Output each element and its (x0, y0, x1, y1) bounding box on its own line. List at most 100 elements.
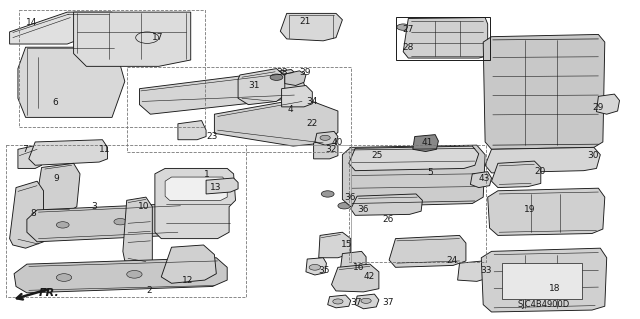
Polygon shape (238, 69, 285, 105)
Text: 32: 32 (325, 145, 337, 154)
Polygon shape (342, 145, 485, 207)
Text: 5: 5 (428, 168, 433, 177)
Circle shape (114, 219, 127, 225)
Text: 30: 30 (588, 151, 599, 160)
Polygon shape (10, 12, 112, 44)
Text: 22: 22 (306, 119, 317, 128)
Polygon shape (306, 258, 326, 275)
Text: 7: 7 (22, 145, 28, 154)
Polygon shape (413, 135, 438, 152)
Polygon shape (29, 140, 108, 165)
Polygon shape (403, 18, 488, 58)
Text: 3: 3 (92, 202, 97, 211)
Text: 37: 37 (351, 298, 362, 307)
Text: 10: 10 (138, 202, 149, 211)
Text: 31: 31 (248, 81, 260, 90)
Text: 42: 42 (364, 272, 375, 281)
Text: 16: 16 (353, 263, 365, 272)
Circle shape (320, 135, 330, 140)
Text: 37: 37 (383, 298, 394, 307)
Polygon shape (351, 194, 422, 215)
Text: 38: 38 (276, 68, 288, 77)
Circle shape (127, 271, 142, 278)
Polygon shape (315, 131, 338, 145)
Polygon shape (165, 177, 227, 200)
Polygon shape (389, 235, 466, 267)
Text: 34: 34 (306, 97, 317, 106)
Text: 13: 13 (210, 183, 221, 192)
Text: SJC4B4900D: SJC4B4900D (517, 300, 570, 309)
Polygon shape (319, 232, 351, 258)
Polygon shape (161, 245, 216, 283)
Polygon shape (481, 248, 607, 312)
Polygon shape (214, 98, 338, 146)
Circle shape (333, 299, 343, 304)
Text: 20: 20 (534, 167, 546, 176)
Text: 6: 6 (52, 98, 58, 107)
Text: 1: 1 (204, 170, 209, 179)
Circle shape (270, 74, 283, 80)
Text: 36: 36 (344, 193, 356, 202)
Polygon shape (155, 168, 236, 239)
Polygon shape (332, 264, 379, 292)
Polygon shape (206, 178, 238, 194)
Text: 23: 23 (206, 132, 218, 141)
Text: 17: 17 (152, 33, 164, 42)
Circle shape (338, 203, 351, 209)
Text: 9: 9 (53, 174, 59, 182)
Bar (6, 145, 246, 297)
Polygon shape (328, 295, 351, 308)
Polygon shape (349, 146, 479, 171)
Polygon shape (492, 161, 541, 188)
Text: 33: 33 (480, 266, 492, 275)
Polygon shape (282, 85, 312, 107)
Polygon shape (458, 261, 488, 281)
Text: 18: 18 (549, 284, 561, 293)
Text: 36: 36 (357, 205, 369, 214)
Circle shape (189, 269, 202, 275)
Text: 4: 4 (288, 105, 294, 114)
Text: 15: 15 (340, 241, 352, 249)
Text: 28: 28 (402, 43, 413, 52)
Text: 8: 8 (30, 209, 36, 218)
Bar (19, 10, 205, 127)
Polygon shape (140, 70, 306, 114)
Circle shape (56, 222, 69, 228)
Polygon shape (470, 172, 492, 188)
Text: 41: 41 (421, 138, 433, 147)
Bar (349, 145, 486, 262)
Circle shape (56, 274, 72, 281)
Text: FR.: FR. (38, 288, 59, 299)
Text: 11: 11 (99, 145, 111, 154)
Text: 21: 21 (300, 17, 311, 26)
Text: 2: 2 (146, 286, 152, 295)
Polygon shape (10, 181, 44, 248)
Text: 40: 40 (332, 138, 343, 147)
Text: 26: 26 (383, 215, 394, 224)
Circle shape (321, 191, 334, 197)
Polygon shape (280, 13, 342, 41)
Bar (127, 67, 351, 152)
Polygon shape (485, 147, 600, 173)
Text: 24: 24 (447, 256, 458, 265)
Text: 14: 14 (26, 19, 37, 27)
Polygon shape (355, 294, 379, 309)
Polygon shape (596, 94, 620, 114)
Polygon shape (14, 258, 227, 293)
Text: 35: 35 (319, 266, 330, 275)
Polygon shape (18, 145, 42, 168)
Polygon shape (285, 71, 306, 85)
Polygon shape (74, 12, 191, 66)
Text: 27: 27 (402, 25, 413, 34)
Polygon shape (483, 34, 605, 149)
Polygon shape (314, 140, 338, 159)
Circle shape (309, 264, 321, 270)
Polygon shape (27, 204, 184, 242)
Text: 19: 19 (524, 205, 535, 214)
Circle shape (361, 298, 371, 303)
Polygon shape (35, 163, 80, 214)
Text: 39: 39 (300, 68, 311, 77)
Text: 12: 12 (182, 276, 194, 285)
Bar (396, 17, 490, 60)
Text: 29: 29 (592, 103, 604, 112)
